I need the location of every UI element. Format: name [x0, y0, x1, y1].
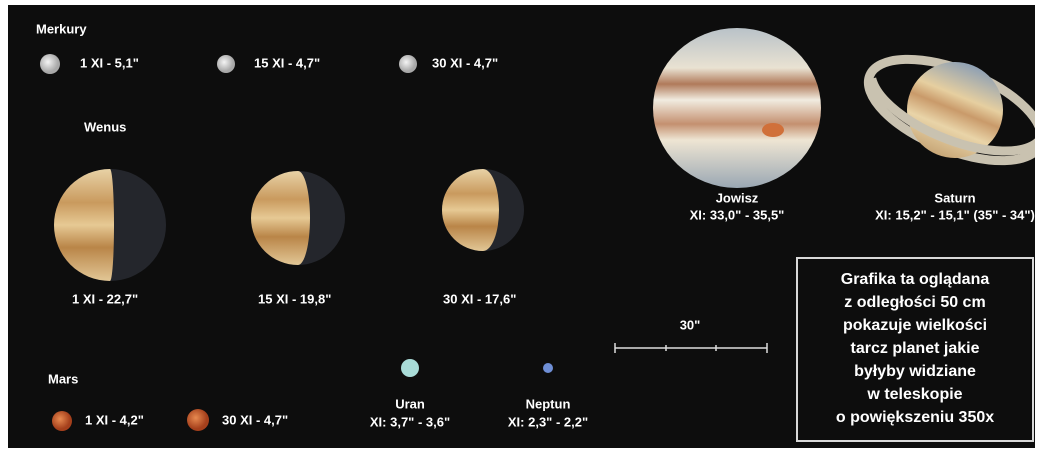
size-label: XI: 2,3" - 2,2" [508, 414, 588, 429]
note: Grafika ta oglądana z odległości 50 cm pok… [836, 271, 994, 426]
phase-label: 30 XI - 4,7" [222, 412, 288, 427]
note-line: tarcz planet jakie [851, 340, 980, 357]
note-line: z odległości 50 cm [844, 294, 985, 311]
phase-label: 1 XI - 4,2" [85, 412, 144, 427]
neptune-disk [543, 363, 553, 373]
scale-bar [614, 343, 768, 353]
phase-label: 30 XI - 4,7" [432, 55, 498, 70]
content: Merkury 1 XI - 5,1" 15 XI - 4,7" 30 XI -… [36, 21, 1035, 442]
venus-lit [251, 171, 310, 265]
note-line: w teleskopie [866, 386, 962, 403]
phase-label: 1 XI - 5,1" [80, 55, 139, 70]
venus-lit [442, 169, 499, 251]
phase-label: 15 XI - 19,8" [258, 291, 331, 306]
venus-lit [54, 169, 114, 281]
planet-name: Neptun [526, 396, 571, 411]
scale-label: 30" [680, 317, 701, 332]
planet-name: Jowisz [716, 190, 759, 205]
uranus-disk [401, 359, 419, 377]
note-line: Grafika ta oglądana [841, 271, 990, 288]
note-line: o powiększeniu 350x [836, 409, 994, 426]
phase-label: 1 XI - 22,7" [72, 291, 138, 306]
planet-name: Wenus [84, 119, 126, 134]
note-line: byłyby widziane [854, 363, 976, 380]
planet-name: Merkury [36, 21, 87, 36]
mars-disk [52, 411, 72, 431]
background [8, 5, 1035, 448]
planet-name: Saturn [934, 190, 975, 205]
mercury-disk [399, 55, 417, 73]
mercury-disk [217, 55, 235, 73]
phase-label: 15 XI - 4,7" [254, 55, 320, 70]
mars-disk [187, 409, 209, 431]
mercury-disk [40, 54, 60, 74]
note-line: pokazuje wielkości [843, 317, 987, 334]
planet-name: Uran [395, 396, 425, 411]
size-label: XI: 33,0" - 35,5" [690, 207, 785, 222]
note-box [796, 257, 1034, 442]
saturn [863, 54, 1035, 166]
size-label: XI: 15,2" - 15,1" (35" - 34") [875, 207, 1035, 222]
great-red-spot [762, 123, 784, 137]
size-label: XI: 3,7" - 3,6" [370, 414, 450, 429]
planet-name: Mars [48, 371, 78, 386]
phase-label: 30 XI - 17,6" [443, 291, 516, 306]
jupiter-disk [653, 28, 821, 188]
